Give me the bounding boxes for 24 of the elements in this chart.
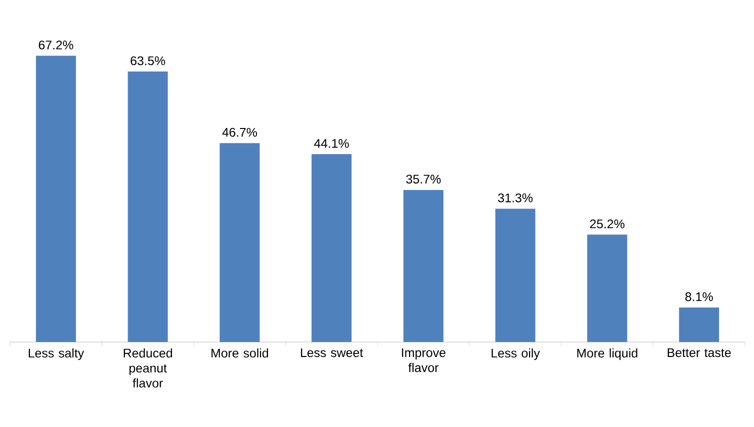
x-tick-label: Less sweet	[300, 348, 364, 358]
bar	[312, 154, 352, 342]
bar	[128, 72, 168, 342]
x-tick-label: Less oily	[492, 348, 540, 360]
x-tick-label: More solid	[212, 348, 268, 358]
x-tick-label: Less salty	[28, 348, 84, 360]
data-label: 63.5%	[130, 56, 166, 66]
bar	[495, 208, 536, 342]
bar	[587, 234, 628, 342]
bar	[36, 56, 76, 342]
x-tick-label: Better taste	[668, 348, 731, 358]
data-label: 46.7%	[222, 128, 257, 137]
data-label: 67.2%	[38, 40, 74, 50]
data-label: 31.3%	[498, 193, 533, 202]
x-tick-label: Reduced peanut flavor	[124, 348, 172, 388]
data-label: 35.7%	[406, 174, 441, 184]
bar	[220, 143, 260, 342]
data-label: 8.1%	[685, 292, 713, 302]
bar	[679, 308, 720, 342]
bar	[403, 190, 444, 342]
data-label: 44.1%	[314, 139, 349, 148]
x-tick-label: Improve flavor	[402, 348, 446, 372]
data-label: 25.2%	[590, 219, 624, 228]
x-tick-label: More liquid	[577, 348, 638, 360]
